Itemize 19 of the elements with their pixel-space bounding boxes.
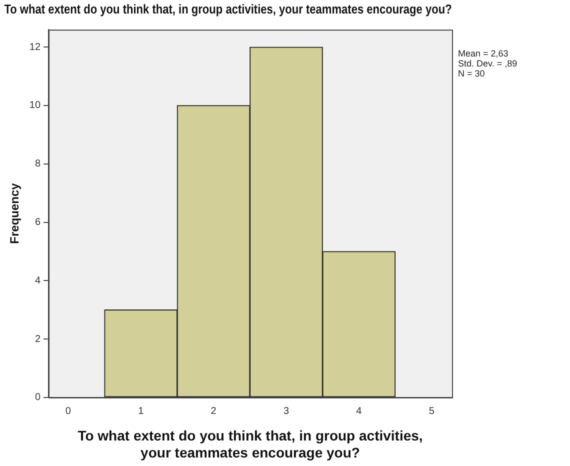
chart-title: To what extent do you think that, in group activities, your teammates encourage you?: [4, 2, 452, 17]
y-tick-label: 8: [34, 158, 41, 170]
x-tick-label: 0: [65, 406, 72, 418]
x-tick-label: 1: [138, 406, 144, 418]
x-tick-label: 2: [210, 406, 217, 418]
x-axis-title: To what extent do you think that, in group activities, your teammates encourage you?: [78, 428, 423, 460]
y-tick-label: 0: [34, 392, 41, 404]
y-tick-label: 6: [34, 217, 41, 228]
y-tick-label: 2: [34, 334, 41, 345]
y-tick-label: 10: [29, 100, 41, 112]
x-tick-label: 4: [356, 406, 362, 418]
y-tick-label: 12: [29, 42, 41, 53]
y-tick-label: 4: [34, 275, 41, 286]
text: Std. Dev. = ,89: [458, 58, 518, 69]
text: N = 30: [458, 68, 485, 79]
x-tick-label: 3: [283, 406, 290, 418]
x-tick-label: 5: [428, 406, 435, 418]
text: Mean = 2,63: [458, 48, 508, 59]
y-axis-title: Frequency: [8, 182, 22, 244]
